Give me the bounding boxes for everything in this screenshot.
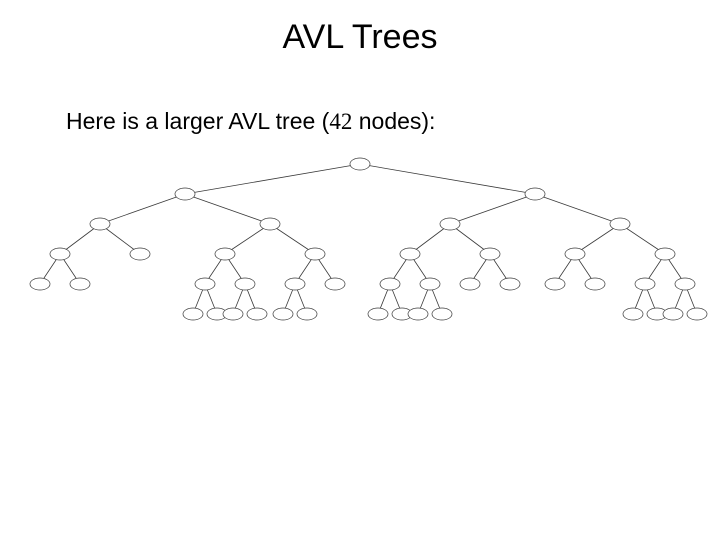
slide: AVL Trees Here is a larger AVL tree (42 … [0, 0, 720, 540]
tree-diagram [10, 150, 710, 350]
tree-node [368, 308, 388, 320]
tree-node [400, 248, 420, 260]
tree-node [297, 308, 317, 320]
tree-node [90, 218, 110, 230]
tree-node [500, 278, 520, 290]
tree-node [183, 308, 203, 320]
tree-node [585, 278, 605, 290]
tree-node [235, 278, 255, 290]
tree-node [195, 278, 215, 290]
tree-node [175, 188, 195, 200]
tree-node [285, 278, 305, 290]
tree-node [223, 308, 243, 320]
avl-tree-svg [10, 150, 710, 350]
tree-node [380, 278, 400, 290]
tree-edge [535, 194, 620, 224]
tree-node [408, 308, 428, 320]
tree-node [440, 218, 460, 230]
tree-edge [185, 164, 360, 194]
tree-node [480, 248, 500, 260]
body-prefix: Here is a larger AVL tree ( [66, 108, 329, 134]
tree-node [70, 278, 90, 290]
tree-edge [450, 194, 535, 224]
tree-node [260, 218, 280, 230]
body-text: Here is a larger AVL tree (42 nodes): [66, 108, 435, 135]
tree-node [635, 278, 655, 290]
tree-node [215, 248, 235, 260]
tree-edge [360, 164, 535, 194]
tree-node [432, 308, 452, 320]
tree-nodes [30, 158, 707, 320]
tree-edge [185, 194, 270, 224]
tree-node [30, 278, 50, 290]
tree-node [565, 248, 585, 260]
tree-node [687, 308, 707, 320]
tree-node [305, 248, 325, 260]
tree-node [545, 278, 565, 290]
tree-node [655, 248, 675, 260]
tree-node [420, 278, 440, 290]
tree-node [50, 248, 70, 260]
tree-edges [40, 164, 697, 314]
tree-node [525, 188, 545, 200]
node-count: 42 [329, 109, 352, 134]
tree-node [610, 218, 630, 230]
tree-node [460, 278, 480, 290]
tree-node [325, 278, 345, 290]
tree-node [350, 158, 370, 170]
tree-node [663, 308, 683, 320]
tree-node [247, 308, 267, 320]
body-suffix: nodes): [352, 108, 435, 134]
tree-edge [100, 194, 185, 224]
tree-node [130, 248, 150, 260]
tree-node [675, 278, 695, 290]
tree-node [273, 308, 293, 320]
slide-title: AVL Trees [0, 18, 720, 57]
tree-node [623, 308, 643, 320]
